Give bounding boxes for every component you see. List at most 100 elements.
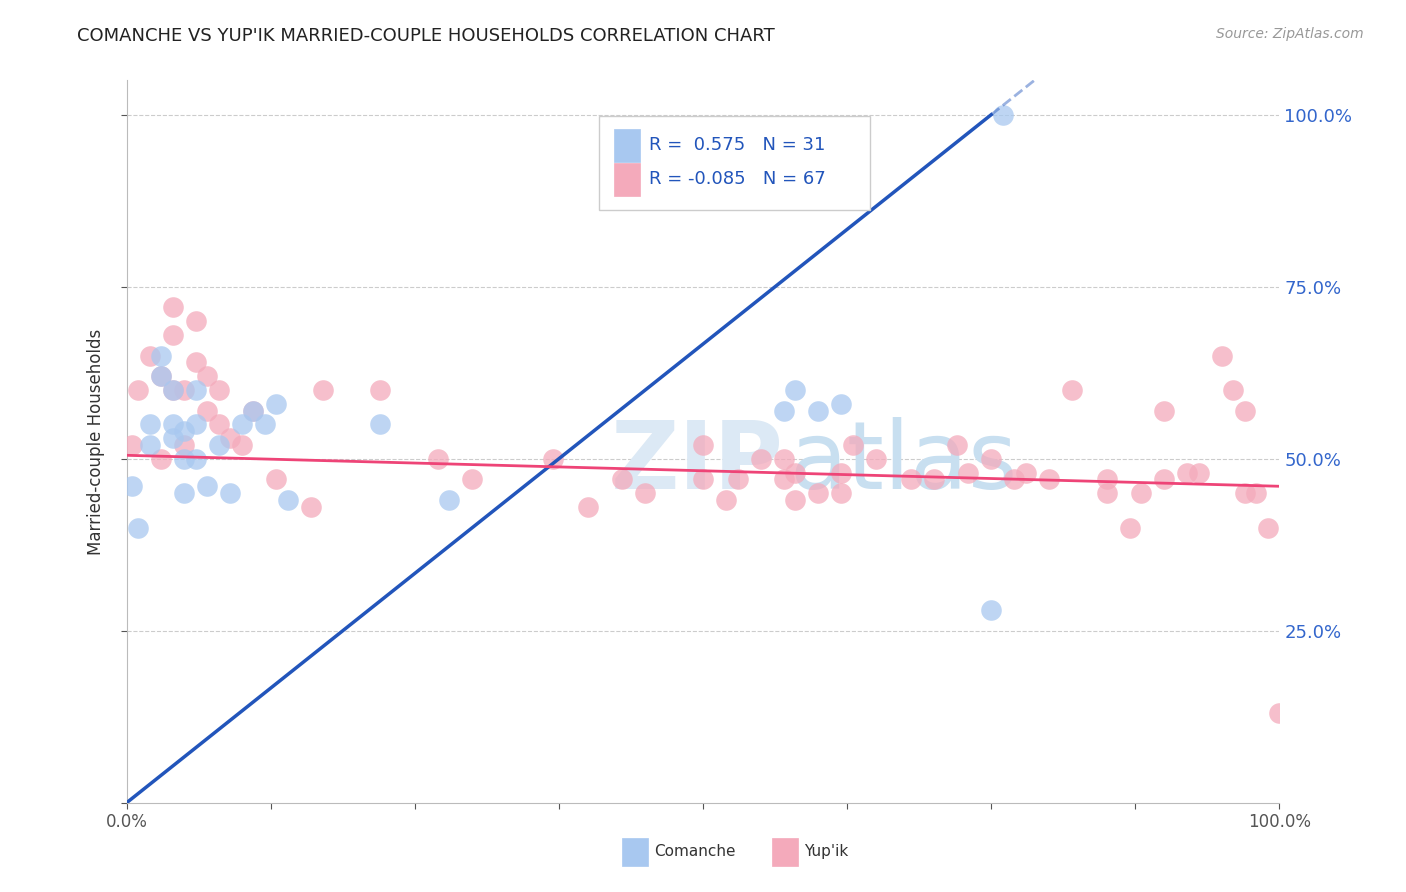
Point <box>980 451 1002 466</box>
Point <box>991 108 1014 122</box>
Point <box>253 417 276 432</box>
Text: Comanche: Comanche <box>655 845 737 859</box>
Point <box>634 486 657 500</box>
Text: ZIP: ZIP <box>610 417 783 509</box>
Point <box>1153 472 1175 486</box>
Point <box>138 349 160 363</box>
Point <box>266 397 288 411</box>
Text: Source: ZipAtlas.com: Source: ZipAtlas.com <box>1216 27 1364 41</box>
Point <box>195 479 218 493</box>
Point <box>900 472 922 486</box>
Point <box>195 403 218 417</box>
Point <box>121 438 143 452</box>
FancyBboxPatch shape <box>614 163 640 195</box>
FancyBboxPatch shape <box>623 838 648 865</box>
Point <box>311 383 333 397</box>
Point <box>173 424 195 438</box>
Point <box>865 451 887 466</box>
Point <box>368 383 391 397</box>
Point <box>1038 472 1060 486</box>
Point <box>749 451 772 466</box>
Text: R =  0.575   N = 31: R = 0.575 N = 31 <box>648 136 825 154</box>
Point <box>692 438 714 452</box>
Point <box>127 520 149 534</box>
Point <box>1188 466 1211 480</box>
Point <box>195 369 218 384</box>
Point <box>785 383 807 397</box>
Point <box>277 493 299 508</box>
Point <box>1153 403 1175 417</box>
Point <box>1233 403 1256 417</box>
Point <box>980 603 1002 617</box>
Point <box>922 472 945 486</box>
Point <box>830 486 852 500</box>
Point <box>150 369 173 384</box>
Point <box>439 493 461 508</box>
Point <box>1257 520 1279 534</box>
Point <box>173 438 195 452</box>
Point <box>612 472 634 486</box>
Y-axis label: Married-couple Households: Married-couple Households <box>87 328 105 555</box>
Point <box>299 500 322 514</box>
Point <box>173 486 195 500</box>
Point <box>842 438 865 452</box>
Point <box>692 472 714 486</box>
Point <box>173 383 195 397</box>
FancyBboxPatch shape <box>614 129 640 161</box>
Point <box>1130 486 1153 500</box>
Point <box>219 486 242 500</box>
Point <box>1118 520 1140 534</box>
Point <box>1233 486 1256 500</box>
Text: COMANCHE VS YUP'IK MARRIED-COUPLE HOUSEHOLDS CORRELATION CHART: COMANCHE VS YUP'IK MARRIED-COUPLE HOUSEH… <box>77 27 775 45</box>
Point <box>208 383 231 397</box>
Point <box>162 383 184 397</box>
Point <box>957 466 980 480</box>
Point <box>184 314 207 328</box>
Point <box>184 451 207 466</box>
Point <box>830 397 852 411</box>
Point <box>162 301 184 315</box>
Point <box>1211 349 1233 363</box>
Point <box>1002 472 1025 486</box>
Point <box>1175 466 1198 480</box>
Point <box>242 403 264 417</box>
Point <box>162 417 184 432</box>
Point <box>150 451 173 466</box>
Point <box>184 417 207 432</box>
Point <box>1095 486 1118 500</box>
Text: Yup'ik: Yup'ik <box>804 845 849 859</box>
Point <box>1222 383 1244 397</box>
Point <box>576 500 599 514</box>
Point <box>1095 472 1118 486</box>
Point <box>219 431 242 445</box>
Point <box>231 417 253 432</box>
Point <box>208 438 231 452</box>
FancyBboxPatch shape <box>772 838 797 865</box>
Point <box>162 383 184 397</box>
Point <box>785 466 807 480</box>
Point <box>1268 706 1291 721</box>
Point <box>138 417 160 432</box>
Point <box>807 486 830 500</box>
Point <box>1246 486 1268 500</box>
Point <box>162 327 184 342</box>
Text: R = -0.085   N = 67: R = -0.085 N = 67 <box>648 170 825 188</box>
Point <box>173 451 195 466</box>
Point <box>121 479 143 493</box>
Text: atlas: atlas <box>790 417 1018 509</box>
Point <box>461 472 484 486</box>
Point <box>150 369 173 384</box>
Point <box>830 466 852 480</box>
Point <box>785 493 807 508</box>
FancyBboxPatch shape <box>599 117 870 211</box>
Point <box>208 417 231 432</box>
Point <box>772 472 794 486</box>
Point <box>945 438 967 452</box>
Point <box>714 493 737 508</box>
Point <box>1060 383 1083 397</box>
Point <box>541 451 564 466</box>
Point <box>727 472 749 486</box>
Point <box>231 438 253 452</box>
Point <box>772 451 794 466</box>
Point <box>1015 466 1038 480</box>
